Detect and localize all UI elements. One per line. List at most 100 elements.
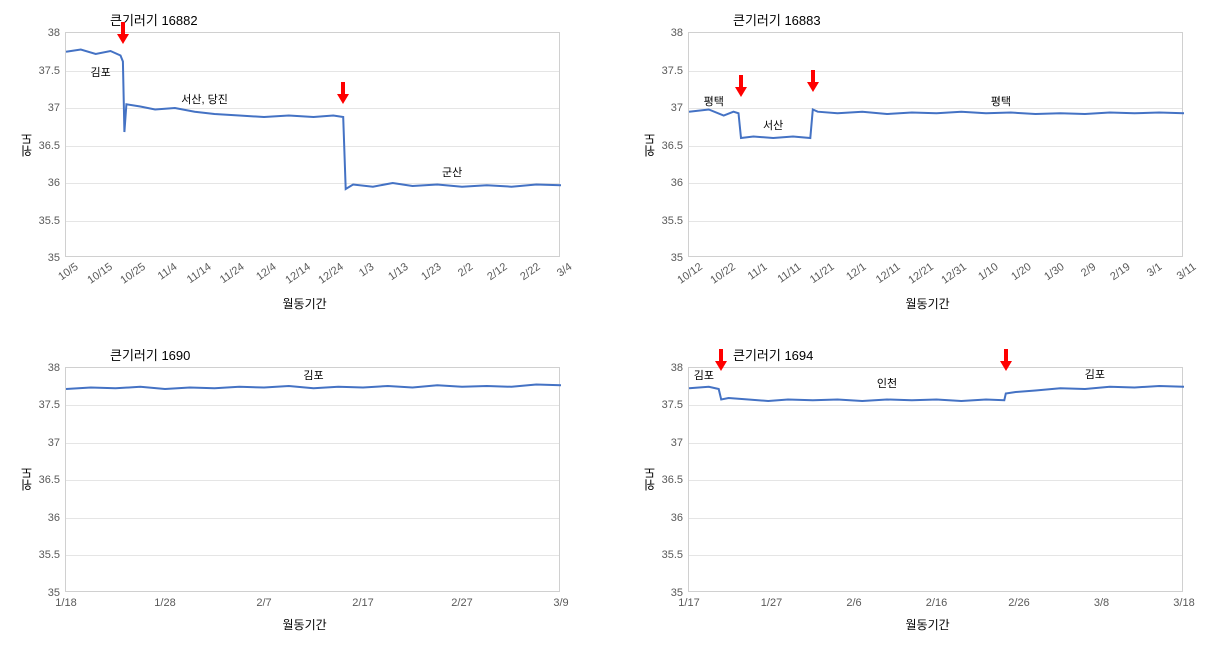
data-label: 평택 xyxy=(991,93,1011,109)
xtick-label: 2/17 xyxy=(352,591,373,609)
data-label: 평택 xyxy=(704,93,724,109)
xtick-label: 2/12 xyxy=(482,256,510,283)
arrow-down-icon xyxy=(735,75,747,97)
ytick-label: 37 xyxy=(48,102,66,114)
ytick-label: 35.5 xyxy=(662,549,689,561)
xtick-label: 11/1 xyxy=(742,256,769,283)
ytick-label: 37.5 xyxy=(662,65,689,77)
xtick-label: 11/4 xyxy=(152,256,179,283)
data-label: 김포 xyxy=(694,367,714,383)
xtick-label: 11/21 xyxy=(804,256,836,286)
series-line xyxy=(66,384,561,389)
xtick-label: 2/6 xyxy=(846,591,861,609)
xtick-label: 12/31 xyxy=(936,256,969,287)
xtick-label: 12/21 xyxy=(903,256,936,287)
ytick-label: 38 xyxy=(48,362,66,374)
data-label: 김포 xyxy=(303,367,323,383)
y-axis-label: 위도 xyxy=(641,467,658,491)
y-axis-label: 위도 xyxy=(18,467,35,491)
xtick-label: 1/13 xyxy=(383,256,411,283)
chart-panel: 큰기러기 168823535.53636.53737.53810/510/151… xyxy=(10,10,573,325)
xtick-label: 1/18 xyxy=(55,591,76,609)
ytick-label: 36 xyxy=(48,512,66,524)
chart-title: 큰기러기 1694 xyxy=(733,345,813,364)
xtick-label: 2/2 xyxy=(453,256,476,280)
series-svg xyxy=(66,33,561,258)
xtick-label: 1/10 xyxy=(973,256,1001,283)
arrow-down-icon xyxy=(1000,349,1012,371)
data-label: 서산 xyxy=(763,117,783,133)
series-svg xyxy=(689,368,1184,593)
y-axis-label: 위도 xyxy=(18,133,35,157)
ytick-label: 36 xyxy=(671,177,689,189)
ytick-label: 37 xyxy=(671,437,689,449)
ytick-label: 35.5 xyxy=(662,215,689,227)
ytick-label: 35.5 xyxy=(39,549,66,561)
xtick-label: 2/26 xyxy=(1008,591,1029,609)
plot-area: 3535.53636.53737.53810/510/1510/2511/411… xyxy=(65,32,560,257)
xtick-label: 10/15 xyxy=(82,256,115,287)
data-label: 김포 xyxy=(1085,366,1105,382)
y-axis-label: 위도 xyxy=(641,133,658,157)
ytick-label: 36 xyxy=(671,512,689,524)
xtick-label: 1/28 xyxy=(154,591,175,609)
xtick-label: 12/14 xyxy=(280,256,313,287)
xtick-label: 12/1 xyxy=(841,256,869,283)
chart-panel: 큰기러기 1690 3535.53636.53737.5381/181/282/7… xyxy=(10,345,573,660)
xtick-label: 12/4 xyxy=(251,256,279,283)
xtick-label: 1/30 xyxy=(1039,256,1067,283)
xtick-label: 12/11 xyxy=(870,256,902,286)
xtick-label: 1/27 xyxy=(761,591,782,609)
xtick-label: 2/19 xyxy=(1105,256,1133,283)
plot-area: 3535.53636.53737.5381/171/272/62/162/263… xyxy=(688,367,1183,592)
xtick-label: 2/22 xyxy=(515,256,543,283)
ytick-label: 36.5 xyxy=(39,474,66,486)
ytick-label: 36.5 xyxy=(39,140,66,152)
plot-area: 3535.53636.53737.53810/1210/2211/111/111… xyxy=(688,32,1183,257)
ytick-label: 38 xyxy=(671,362,689,374)
xtick-label: 3/1 xyxy=(1142,256,1165,280)
xtick-label: 2/9 xyxy=(1076,256,1099,280)
x-axis-label: 월동기간 xyxy=(283,295,327,312)
x-axis-label: 월동기간 xyxy=(906,295,950,312)
xtick-label: 11/24 xyxy=(214,256,246,286)
arrow-down-icon xyxy=(117,22,129,44)
chart-title: 큰기러기 16883 xyxy=(733,10,821,29)
xtick-label: 3/4 xyxy=(552,256,575,280)
xtick-label: 1/3 xyxy=(354,256,377,280)
series-svg xyxy=(66,368,561,593)
xtick-label: 10/22 xyxy=(705,256,738,287)
arrow-down-icon xyxy=(715,349,727,371)
xtick-label: 3/8 xyxy=(1094,591,1109,609)
xtick-label: 12/24 xyxy=(313,256,346,287)
xtick-label: 11/11 xyxy=(772,256,804,286)
xtick-label: 1/20 xyxy=(1006,256,1034,283)
xtick-label: 11/14 xyxy=(181,256,213,286)
ytick-label: 36.5 xyxy=(662,474,689,486)
ytick-label: 38 xyxy=(48,27,66,39)
xtick-label: 3/18 xyxy=(1173,591,1194,609)
data-label: 서산, 당진 xyxy=(181,91,228,107)
xtick-label: 2/7 xyxy=(256,591,271,609)
xtick-label: 1/17 xyxy=(678,591,699,609)
series-svg xyxy=(689,33,1184,258)
plot-area: 3535.53636.53737.5381/181/282/72/172/273… xyxy=(65,367,560,592)
chart-panel: 큰기러기 16883 3535.53636.53737.53810/1210/22… xyxy=(633,10,1196,325)
arrow-down-icon xyxy=(337,82,349,104)
ytick-label: 37.5 xyxy=(662,399,689,411)
xtick-label: 1/23 xyxy=(416,256,444,283)
chart-panel: 큰기러기 1694 3535.53636.53737.5381/171/272/6… xyxy=(633,345,1196,660)
ytick-label: 37 xyxy=(671,102,689,114)
xtick-label: 2/27 xyxy=(451,591,472,609)
xtick-label: 3/9 xyxy=(553,591,568,609)
ytick-label: 37.5 xyxy=(39,399,66,411)
chart-title: 큰기러기 1690 xyxy=(110,345,190,364)
ytick-label: 36.5 xyxy=(662,140,689,152)
series-line xyxy=(66,50,561,190)
data-label: 김포 xyxy=(91,64,111,80)
series-line xyxy=(689,386,1184,401)
xtick-label: 3/11 xyxy=(1171,256,1198,283)
x-axis-label: 월동기간 xyxy=(283,616,327,633)
arrow-down-icon xyxy=(807,70,819,92)
ytick-label: 36 xyxy=(48,177,66,189)
